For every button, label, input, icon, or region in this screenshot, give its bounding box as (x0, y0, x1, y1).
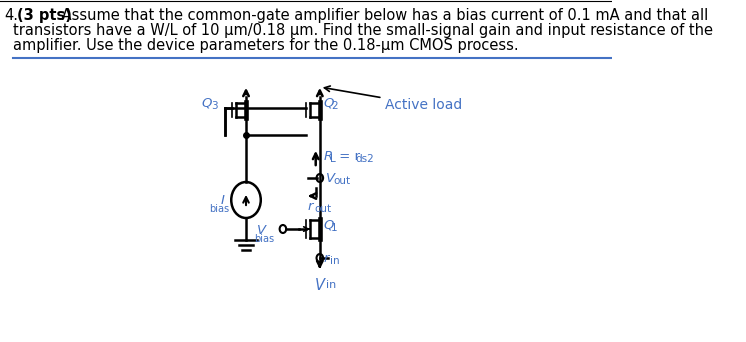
Text: bias: bias (254, 234, 274, 244)
Text: transistors have a W/L of 10 μm/0.18 μm. Find the small-signal gain and input re: transistors have a W/L of 10 μm/0.18 μm.… (13, 23, 713, 38)
Text: 3: 3 (212, 101, 218, 111)
Text: in: in (330, 256, 339, 266)
Text: 1: 1 (331, 223, 338, 233)
Text: (3 pts): (3 pts) (17, 8, 72, 23)
Text: I: I (221, 194, 225, 207)
Text: r: r (307, 199, 313, 212)
Text: V: V (315, 278, 325, 293)
Text: out: out (314, 204, 331, 214)
Text: L: L (330, 154, 336, 164)
Text: Q: Q (324, 219, 334, 232)
Text: V: V (327, 171, 336, 184)
Text: Assume that the common-gate amplifier below has a bias current of 0.1 mA and tha: Assume that the common-gate amplifier be… (57, 8, 708, 23)
Text: r: r (324, 251, 330, 264)
Text: in: in (325, 280, 336, 290)
Text: 4.: 4. (4, 8, 18, 23)
Text: = r: = r (334, 149, 360, 162)
Text: bias: bias (210, 204, 230, 214)
Text: Active load: Active load (325, 86, 463, 112)
Text: Q: Q (324, 96, 334, 109)
Text: Q: Q (201, 96, 212, 109)
Text: R: R (324, 149, 333, 162)
Text: 2: 2 (331, 101, 338, 111)
Text: out: out (333, 176, 351, 186)
Text: ds2: ds2 (355, 154, 374, 164)
Text: amplifier. Use the device parameters for the 0.18-μm CMOS process.: amplifier. Use the device parameters for… (13, 38, 518, 53)
Text: V: V (257, 224, 266, 237)
